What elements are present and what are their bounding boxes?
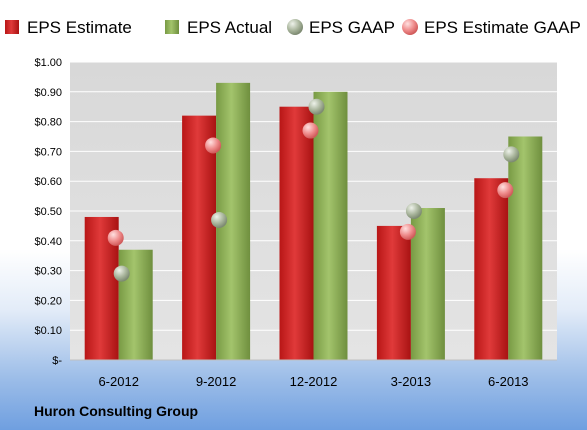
bar-eps-estimate [474, 178, 509, 360]
y-tick-label: $1.00 [34, 57, 62, 69]
y-tick-label: $- [52, 355, 62, 367]
axes: $1.00 $0.90 $0.80 $0.70 $0.60 $0.50 $0.40 $0.30… [34, 57, 557, 389]
marker-eps-estimate-gaap [107, 229, 124, 246]
x-tick-label: 6-2012 [98, 374, 138, 389]
bar-eps-estimate [376, 225, 411, 360]
marker-eps-gaap [211, 211, 228, 228]
marker-eps-estimate-gaap [302, 122, 319, 139]
x-tick-label: 12-2012 [290, 374, 338, 389]
legend-item-eps-actual: EPS Actual [165, 18, 272, 37]
y-tick-label: $0.30 [34, 266, 62, 278]
marker-eps-gaap [113, 265, 130, 282]
x-tick-label: 3-2013 [391, 374, 431, 389]
marker-eps-gaap [503, 146, 520, 163]
y-tick-label: $0.50 [34, 206, 62, 218]
bar-eps-actual [313, 91, 348, 361]
bars [84, 82, 543, 361]
legend-label: EPS Estimate GAAP [424, 18, 581, 37]
marker-eps-gaap [405, 203, 422, 219]
y-tick-label: $0.20 [34, 295, 62, 307]
marker-eps-estimate-gaap [205, 137, 222, 154]
legend-label: EPS GAAP [309, 18, 395, 37]
legend-item-eps-estimate-gaap: EPS Estimate GAAP [402, 18, 581, 37]
y-tick-label: $0.80 [34, 117, 62, 129]
bar-eps-estimate [279, 106, 314, 360]
y-tick-label: $0.10 [34, 325, 62, 337]
y-tick-label: $0.70 [34, 146, 62, 158]
marker-eps-estimate-gaap [399, 223, 416, 240]
y-tick-label: $0.60 [34, 176, 62, 188]
legend-swatch [402, 19, 418, 35]
y-tick-label: $0.90 [34, 87, 62, 99]
legend-item-eps-estimate: EPS Estimate [5, 18, 132, 37]
markers [107, 98, 520, 282]
legend-swatch [5, 20, 19, 34]
company-footer: Huron Consulting Group [34, 403, 198, 419]
bar-eps-actual [508, 136, 543, 360]
legend-label: EPS Estimate [27, 18, 132, 37]
legend-swatch [165, 20, 179, 34]
x-tick-label: 6-2013 [488, 374, 528, 389]
marker-eps-gaap [308, 98, 325, 115]
legend-swatch [287, 19, 303, 35]
bar-eps-estimate [182, 115, 217, 360]
marker-eps-estimate-gaap [497, 182, 514, 199]
legend: EPS Estimate EPS Actual EPS GAAP EPS Estima… [5, 18, 581, 37]
legend-item-eps-gaap: EPS GAAP [287, 18, 395, 37]
legend-label: EPS Actual [187, 18, 272, 37]
y-tick-label: $0.40 [34, 236, 62, 248]
bar-eps-actual [410, 208, 445, 360]
x-tick-label: 9-2012 [196, 374, 236, 389]
